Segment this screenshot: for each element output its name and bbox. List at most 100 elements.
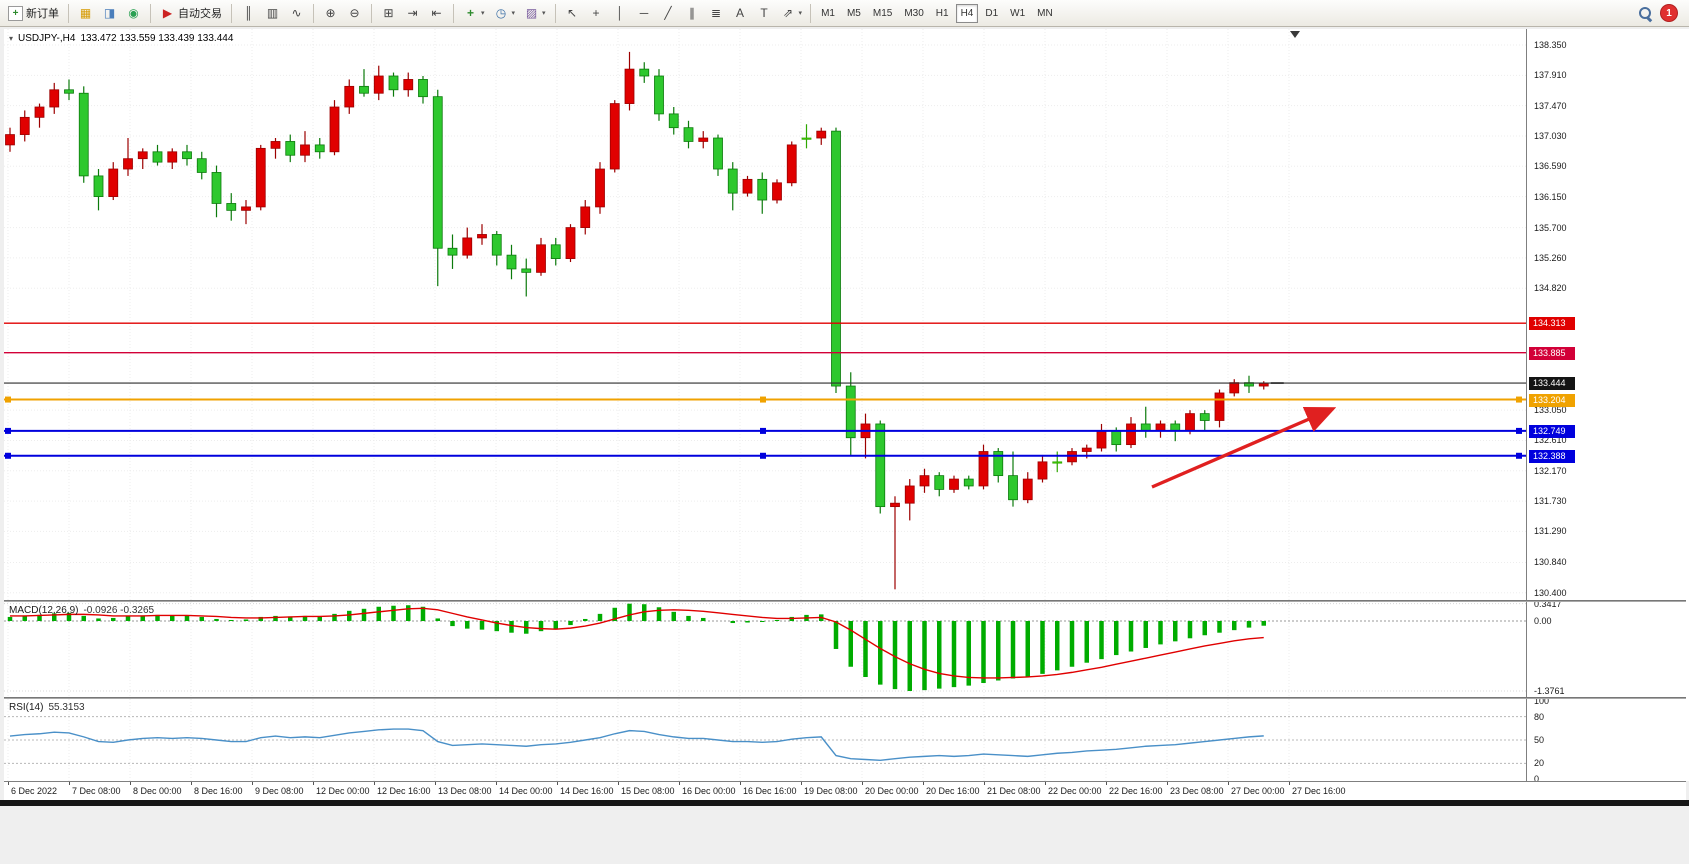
rsi-axis-label: 0 [1534,774,1540,784]
timeframe-bar: M1 M5 M15 M30 H1 H4 D1 W1 MN [815,3,1059,23]
time-axis-label: 20 Dec 16:00 [926,786,980,796]
price-axis-label: 134.820 [1534,283,1567,294]
zoom-in-button[interactable]: ⊕ [319,2,342,24]
charts-button[interactable]: ▦ [74,2,97,24]
panel-divider[interactable] [4,600,1686,602]
vertical-line-button[interactable]: │ [609,2,632,24]
templates-button[interactable]: ▨ ▾ [520,2,550,24]
timeframe-m30-button[interactable]: M30 [904,7,924,19]
bottom-window-edge [0,800,1689,806]
time-axis-label: 15 Dec 08:00 [621,786,675,796]
time-axis-tick [1106,782,1107,785]
time-axis-label: 20 Dec 00:00 [865,786,919,796]
chevron-down-icon: ▾ [798,10,803,17]
text-label-button[interactable]: T [753,2,776,24]
rsi-axis-label: 100 [1534,696,1550,706]
timeframe-mn-button[interactable]: MN [1037,7,1053,19]
price-badge: 133.885 [1529,346,1575,360]
rsi-axis-label: 20 [1534,758,1545,769]
time-axis-tick [557,782,558,785]
cursor-icon: ↖ [567,6,578,20]
new-order-button[interactable]: + 新订单 [4,2,63,24]
price-axis-label: 131.730 [1534,496,1567,507]
chevron-down-icon: ▾ [542,10,546,17]
toolbar-right: 1 [1638,5,1685,21]
macd-indicator-label: MACD(12,26,9) -0.0926 -0.3265 [9,605,154,616]
bar-chart-button[interactable]: ║ [237,2,260,24]
auto-trading-icon: ▶ [162,6,173,20]
tile-windows-icon: ⊞ [383,6,394,20]
zoom-out-icon: ⊖ [349,6,360,20]
timeframe-w1-button[interactable]: W1 [1010,7,1026,19]
search-icon[interactable] [1638,6,1653,21]
time-axis-tick [435,782,436,785]
time-axis-label: 9 Dec 08:00 [255,786,304,796]
line-chart-button[interactable]: ∿ [285,2,308,24]
time-axis-tick [801,782,802,785]
chart-shift-icon: ⇤ [431,6,442,20]
symbol-menu-icon[interactable]: ▾ [9,34,14,43]
panel-divider[interactable] [4,697,1686,699]
crosshair-button[interactable]: + [585,2,608,24]
timeframe-m15-button[interactable]: M15 [872,7,893,19]
timeframe-h1-button[interactable]: H1 [935,7,949,19]
timeframe-m1-button[interactable]: M1 [821,7,835,19]
chart-shift-marker-icon[interactable] [1290,31,1300,38]
fibonacci-button[interactable]: ≣ [705,2,728,24]
time-axis-tick [1045,782,1046,785]
toolbar-button-groups: + 新订单 ▦ ◨ ◉ ▶ 自动交易 ║ ▥ ∿ ⊕ ⊖ ⊞ ⇥ ⇤ + ▾ ◷ ▾ ▨ ▾ ↖ + │ ─ ╱ ∥ ≣ A T ⇗ ▾ [4,2,806,24]
data-window-button[interactable]: ◉ [122,2,145,24]
toolbar-separator [371,3,372,23]
toolbar-separator [313,3,314,23]
chevron-down-icon: ▾ [511,10,516,17]
text-button[interactable]: A [729,2,752,24]
timeframe-h4-button[interactable]: H4 [955,3,979,23]
market-watch-button[interactable]: ◨ [98,2,121,24]
price-badge: 132.749 [1529,424,1575,438]
text-icon: A [736,6,745,20]
horizontal-line-button[interactable]: ─ [633,2,656,24]
timeframe-d1-button[interactable]: D1 [985,7,999,19]
rsi-indicator-label: RSI(14) 55.3153 [9,702,85,713]
macd-values: -0.0926 -0.3265 [83,605,155,616]
time-axis[interactable]: 6 Dec 2022 7 Dec 08:00 8 Dec 00:00 8 Dec 16… [4,781,1686,800]
charts-icon: ▦ [79,6,92,20]
macd-indicator-panel[interactable] [4,602,1526,697]
bar-chart-icon: ║ [244,6,253,20]
cursor-button[interactable]: ↖ [561,2,584,24]
timeframe-m5-button[interactable]: M5 [846,7,861,19]
auto-scroll-button[interactable]: ⇥ [401,2,424,24]
arrows-icon: ⇗ [783,6,794,20]
equidistant-channel-icon: ∥ [689,6,696,20]
price-axis[interactable]: 138.350 137.910 137.470 137.030 136.590 136.1… [1526,29,1689,784]
chart-shift-button[interactable]: ⇤ [425,2,448,24]
zoom-in-icon: ⊕ [325,6,336,20]
time-axis-label: 6 Dec 2022 [11,786,58,796]
rsi-indicator-panel[interactable] [4,699,1526,781]
rsi-name: RSI(14) [9,702,44,713]
zoom-out-button[interactable]: ⊖ [343,2,366,24]
toolbar-separator [453,3,454,23]
time-axis-tick [984,782,985,785]
equidistant-channel-button[interactable]: ∥ [681,2,704,24]
macd-axis-label: -1.3761 [1534,686,1565,696]
time-axis-label: 27 Dec 16:00 [1292,786,1346,796]
price-axis-label: 130.400 [1534,587,1567,598]
arrows-button[interactable]: ⇗ ▾ [777,2,807,24]
candlestick-chart-button[interactable]: ▥ [261,2,284,24]
time-axis-label: 23 Dec 08:00 [1170,786,1224,796]
periods-button[interactable]: ◷ ▾ [490,2,520,24]
price-axis-label: 138.350 [1534,40,1567,50]
time-axis-tick [1289,782,1290,785]
time-axis-label: 16 Dec 00:00 [682,786,736,796]
auto-trading-button[interactable]: ▶ 自动交易 [156,2,226,24]
horizontal-line-icon: ─ [639,6,649,20]
fibonacci-icon: ≣ [711,6,722,20]
tile-windows-button[interactable]: ⊞ [377,2,400,24]
trendline-button[interactable]: ╱ [657,2,680,24]
candlestick-chart[interactable] [4,29,1526,600]
notification-badge[interactable]: 1 [1661,5,1677,21]
time-axis-label: 8 Dec 00:00 [133,786,182,796]
time-axis-label: 7 Dec 08:00 [72,786,121,796]
add-indicator-button[interactable]: + ▾ [459,2,489,24]
